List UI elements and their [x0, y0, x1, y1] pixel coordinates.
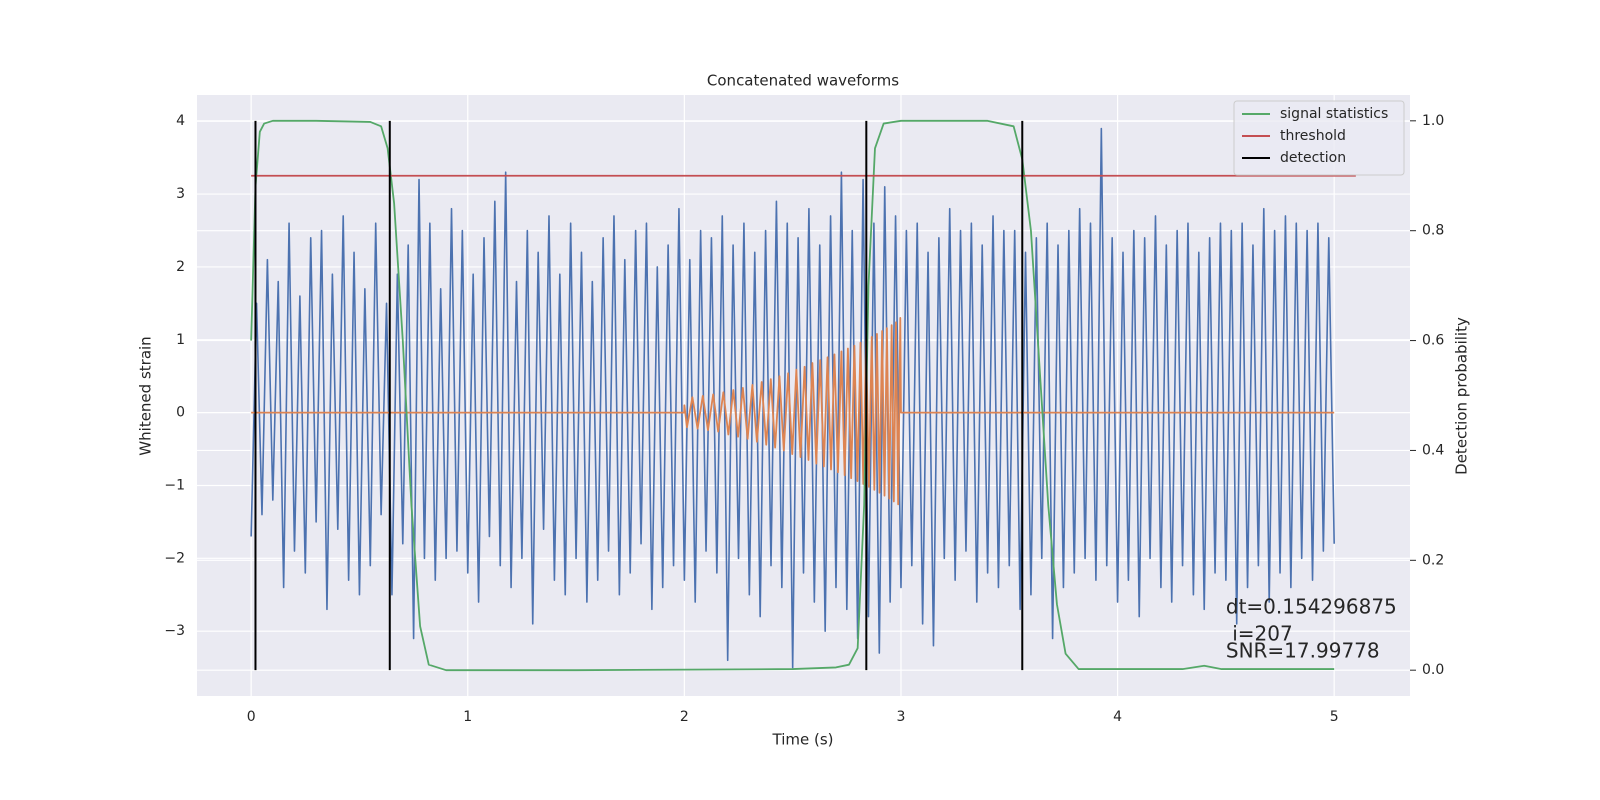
x-tick-label: 0 [247, 709, 256, 725]
chart-title: Concatenated waveforms [707, 72, 899, 90]
annotation: dt=0.154296875 [1226, 595, 1397, 619]
y2-tick-label: 0.4 [1422, 442, 1444, 458]
y2-axis-label: Detection probability [1453, 317, 1471, 475]
y-tick-label: 2 [176, 259, 185, 275]
y2-tick-label: 0.0 [1422, 662, 1444, 678]
y-tick-label: 3 [176, 186, 185, 202]
x-tick-label: 4 [1113, 709, 1122, 725]
y-tick-label: −3 [164, 623, 185, 639]
waveform-line [251, 317, 1335, 506]
annotation: i=207 [1226, 622, 1293, 646]
y2-tick-label: 0.2 [1422, 552, 1444, 568]
y2-tick-label: 0.8 [1422, 223, 1444, 239]
legend-label: threshold [1280, 128, 1346, 144]
x-tick-label: 1 [463, 709, 472, 725]
marks [250, 119, 1356, 672]
x-axis-label: Time (s) [772, 731, 834, 749]
legend-label: signal statistics [1280, 106, 1388, 122]
waveform-line [250, 127, 1335, 669]
y2-tick-label: 1.0 [1422, 113, 1444, 129]
x-tick-label: 3 [897, 709, 906, 725]
y-tick-label: 1 [176, 332, 185, 348]
y-axis-label: Whitened strain [137, 336, 155, 455]
y-tick-label: −2 [164, 550, 185, 566]
y-tick-label: 0 [176, 405, 185, 421]
legend-label: detection [1280, 150, 1346, 166]
annotation: SNR=17.99778 [1226, 639, 1380, 663]
x-tick-label: 5 [1330, 709, 1339, 725]
y-tick-label: −1 [164, 477, 185, 493]
legend-box [1233, 100, 1405, 176]
series-line [250, 119, 1335, 672]
y2-tick-label: 0.6 [1422, 333, 1444, 349]
y-tick-label: 4 [176, 113, 185, 129]
legend: signal statistics threshold detection [1233, 100, 1405, 176]
x-tick-label: 2 [680, 709, 689, 725]
